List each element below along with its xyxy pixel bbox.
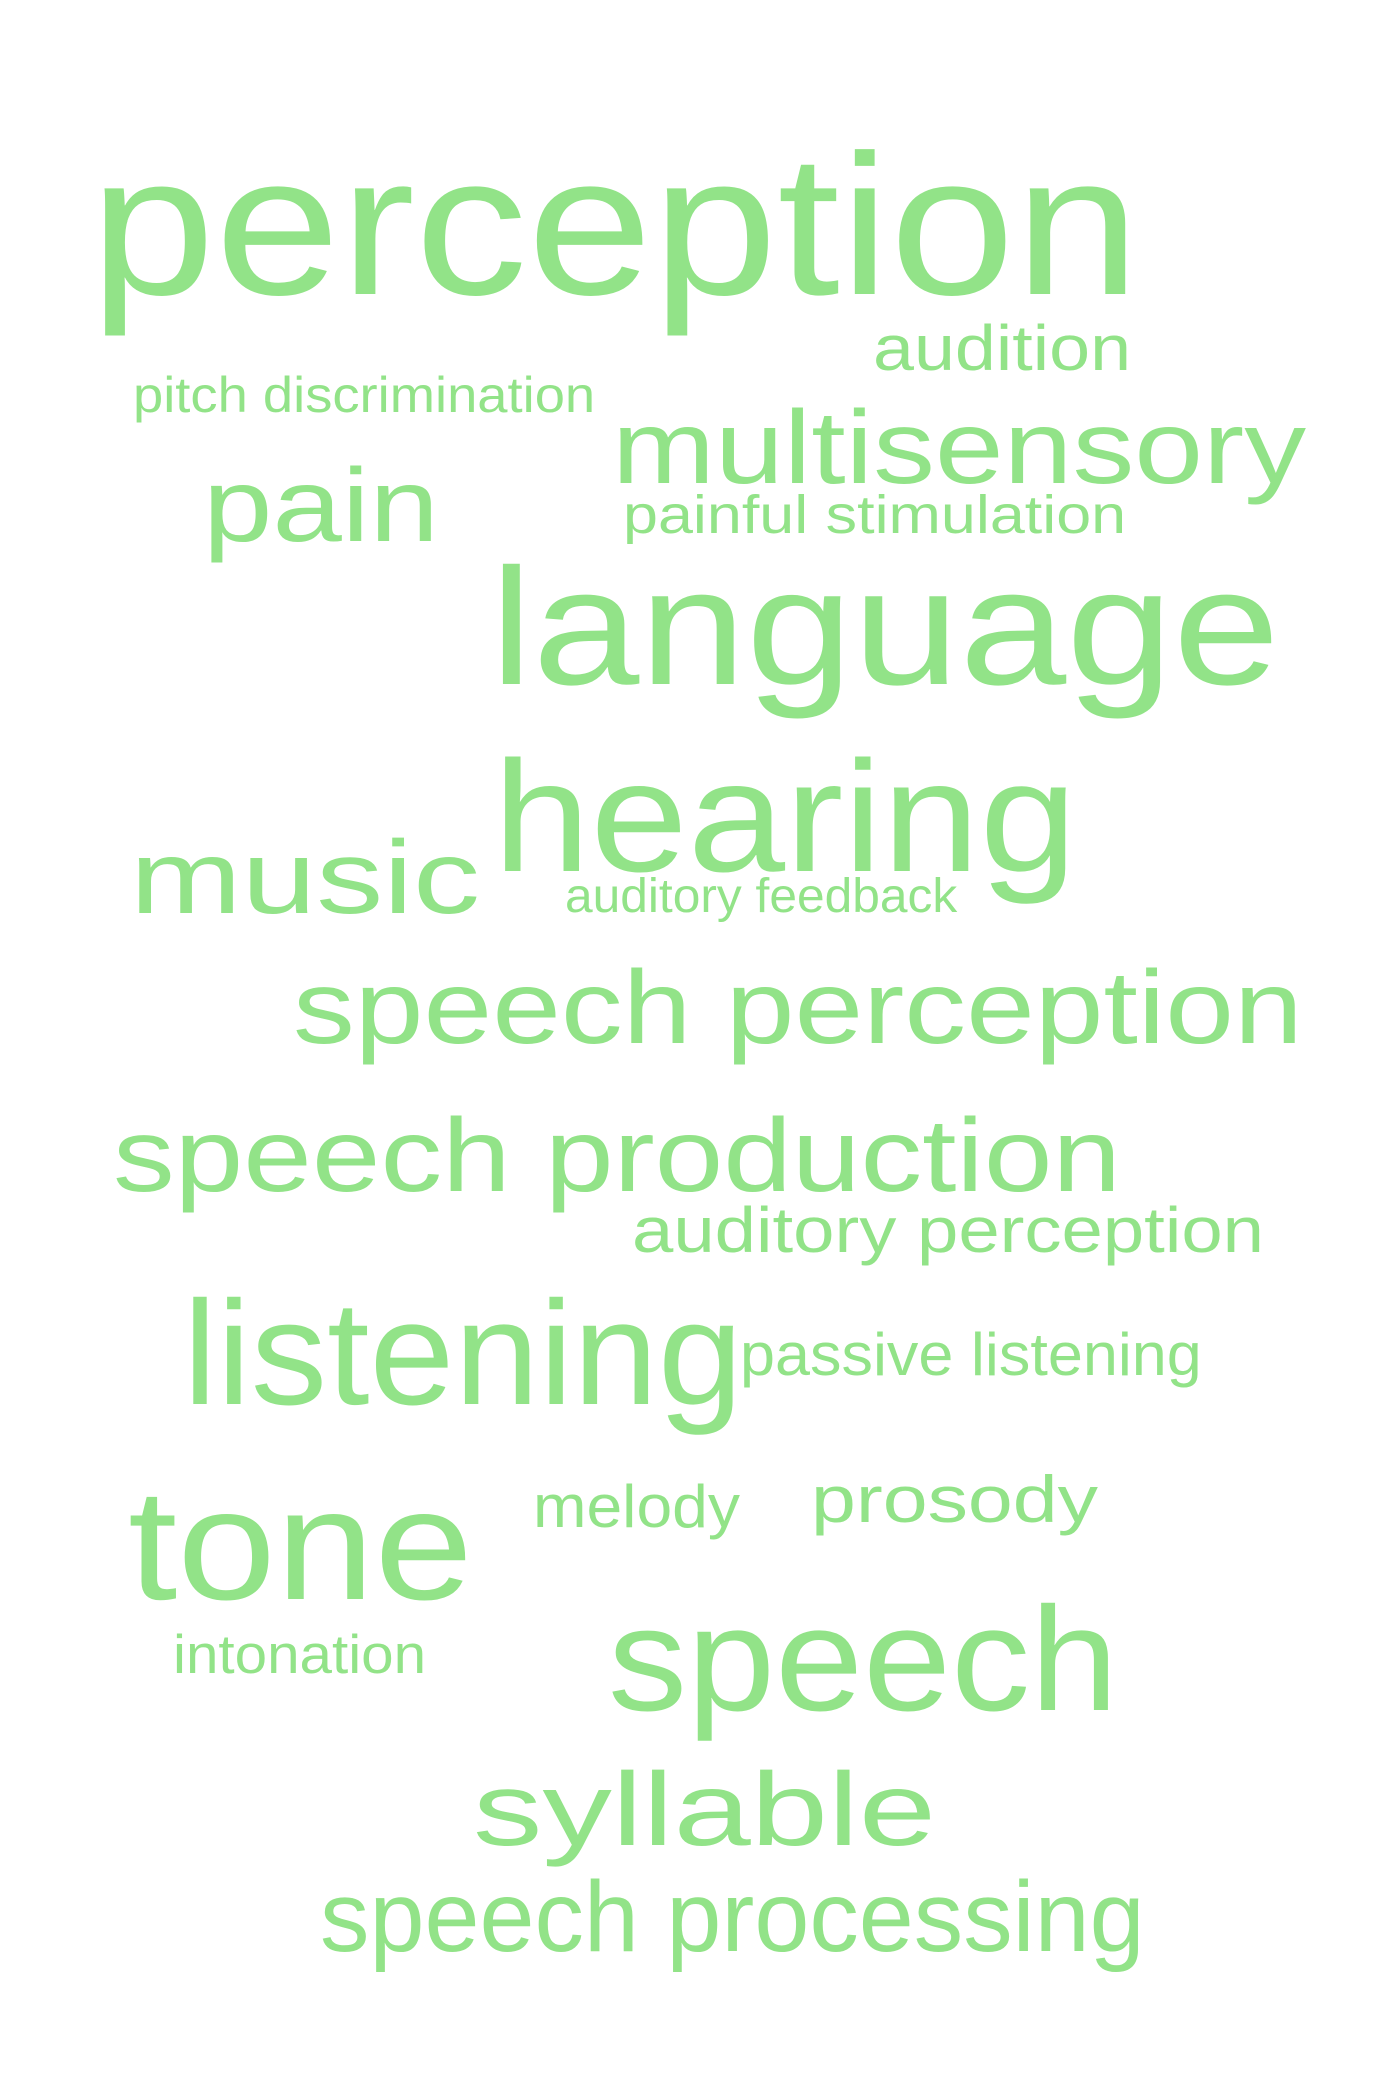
word-speech-production: speech production <box>113 1097 1122 1214</box>
word-speech-processing: speech processing <box>320 1861 1145 1973</box>
word-painful-stimulation: painful stimulation <box>623 485 1127 546</box>
word-audition: audition <box>873 311 1132 384</box>
word-syllable: syllable <box>473 1751 937 1868</box>
word-language: language <box>490 534 1280 720</box>
word-pitch-discrimination: pitch discrimination <box>133 366 596 423</box>
word-auditory-perception: auditory perception <box>632 1193 1264 1266</box>
word-intonation: intonation <box>173 1623 427 1686</box>
word-prosody: prosody <box>811 1461 1098 1536</box>
word-music: music <box>130 819 481 936</box>
word-melody: melody <box>533 1473 740 1540</box>
word-multisensory: multisensory <box>612 389 1307 506</box>
word-hearing: hearing <box>493 728 1078 905</box>
word-passive-listening: passive listening <box>740 1321 1202 1388</box>
word-perception: perception <box>90 114 1140 337</box>
word-listening: listening <box>183 1271 743 1437</box>
word-speech-perception: speech perception <box>293 949 1303 1066</box>
word-speech: speech <box>608 1577 1119 1743</box>
word-auditory-feedback: auditory feedback <box>565 870 958 924</box>
word-tone: tone <box>128 1456 474 1633</box>
word-pain: pain <box>203 447 439 564</box>
